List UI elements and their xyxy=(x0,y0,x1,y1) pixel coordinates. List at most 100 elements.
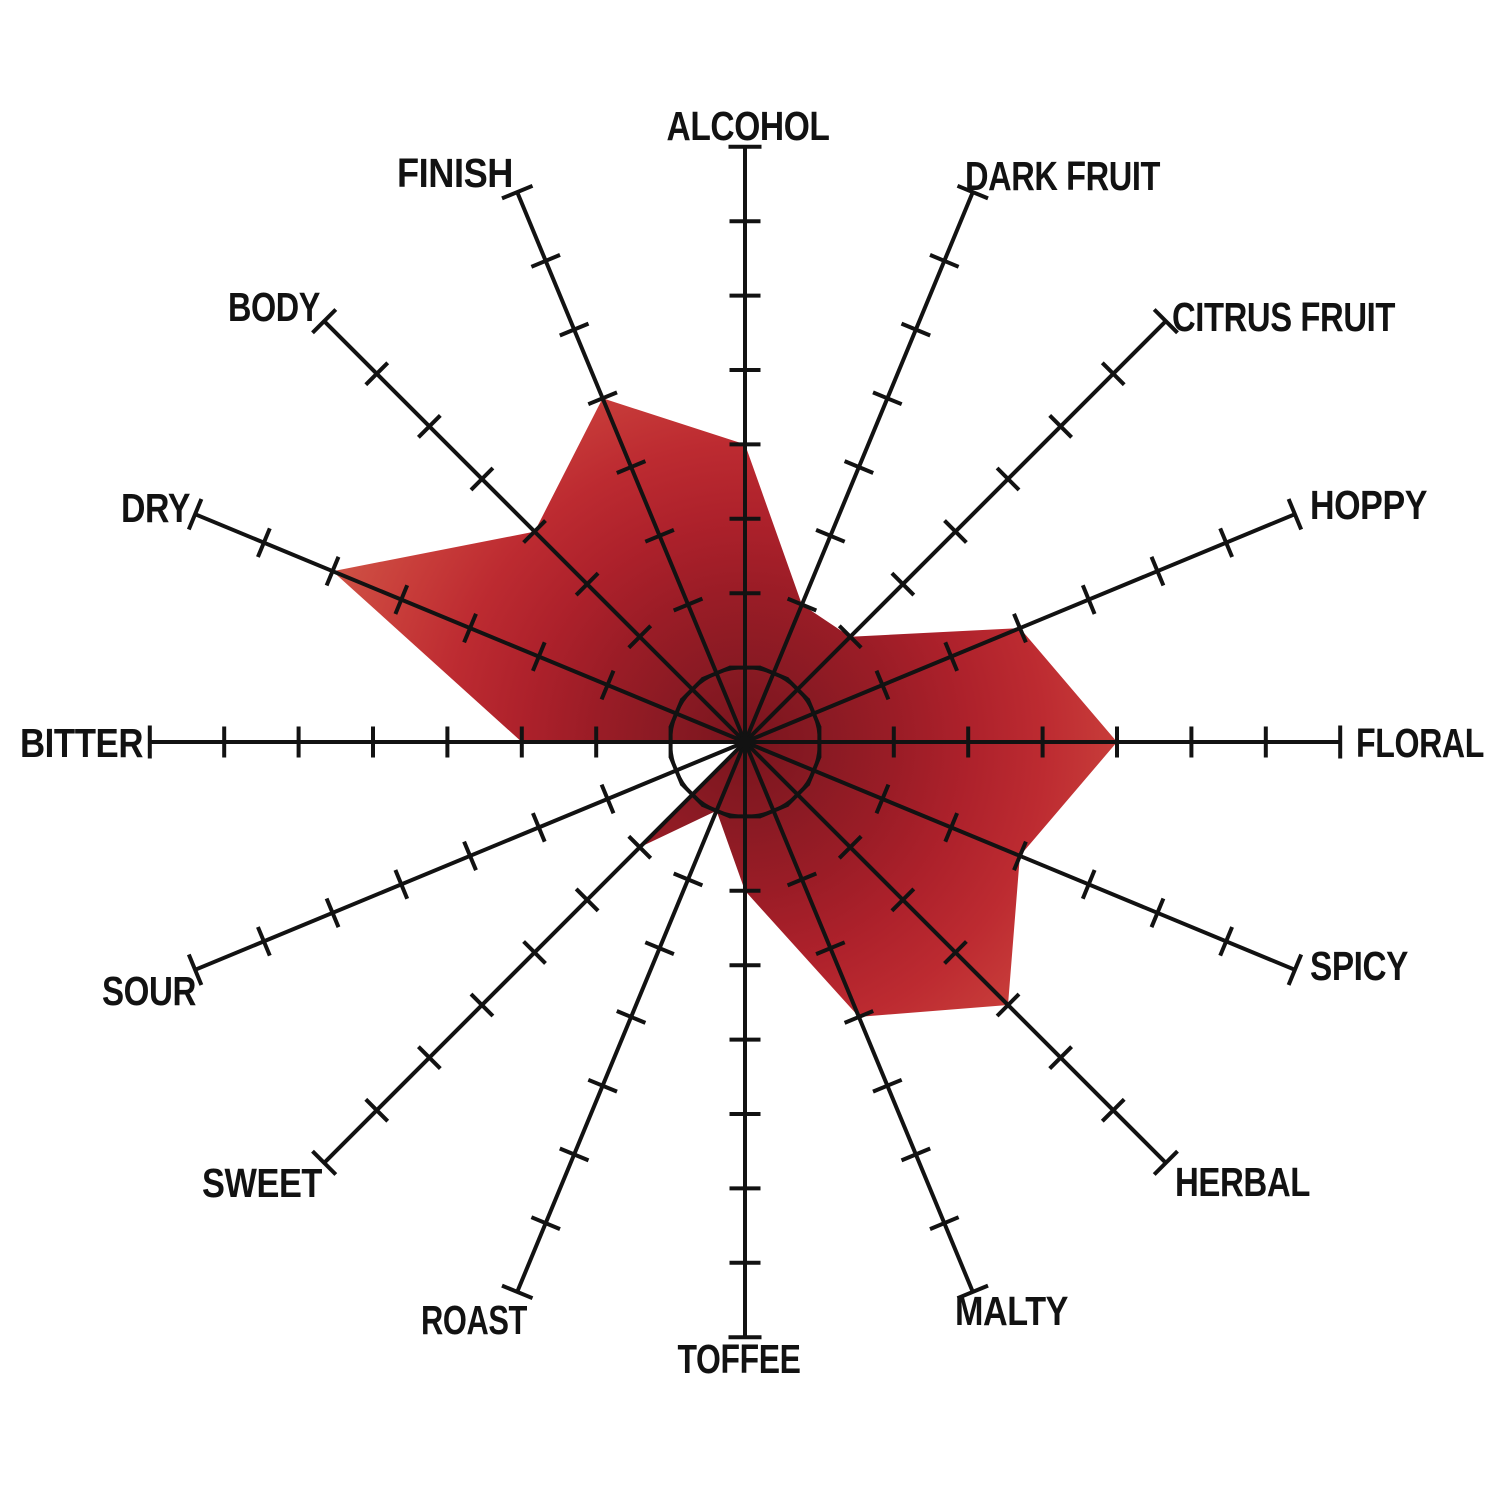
tick-citrus-fruit-4 xyxy=(943,519,968,544)
tick-herbal-8 xyxy=(1152,1149,1179,1176)
tick-dry-5 xyxy=(393,584,410,615)
tick-sour-4 xyxy=(462,840,478,871)
axis-label-herbal: HERBAL xyxy=(1175,1159,1310,1205)
tick-dark-fruit-4 xyxy=(843,459,874,475)
tick-hoppy-3 xyxy=(943,641,959,672)
tick-spicy-4 xyxy=(1012,840,1028,871)
tick-dry-6 xyxy=(324,556,341,587)
tick-hoppy-8 xyxy=(1286,498,1304,531)
axis-labels-layer: ALCOHOL DARK FRUIT CITRUS FRUIT HOPPY FLORAL… xyxy=(20,103,1485,1382)
tick-herbal-2 xyxy=(837,834,863,860)
tick-malty-3 xyxy=(815,940,846,956)
tick-herbal-4 xyxy=(943,940,968,965)
axis-label-dark-fruit: DARK FRUIT xyxy=(965,153,1160,199)
tick-dry-8 xyxy=(186,498,204,531)
axis-label-floral: FLORAL xyxy=(1356,720,1484,766)
tick-dark-fruit-8 xyxy=(956,183,989,201)
tick-body-3 xyxy=(574,571,600,597)
axis-grid-layer xyxy=(147,144,1343,1340)
axis-label-dry: DRY xyxy=(121,485,190,531)
tick-citrus-fruit-5 xyxy=(995,466,1021,492)
tick-sour-6 xyxy=(324,897,341,928)
tick-body-8 xyxy=(311,308,338,335)
tick-malty-6 xyxy=(900,1146,931,1163)
tick-dry-2 xyxy=(599,669,616,701)
tick-malty-7 xyxy=(929,1215,960,1231)
tick-citrus-fruit-6 xyxy=(1048,413,1074,439)
tick-sweet-8 xyxy=(311,1149,338,1176)
axis-label-hoppy: HOPPY xyxy=(1310,482,1427,528)
axis-label-sweet: SWEET xyxy=(202,1160,322,1206)
axis-label-sour: SOUR xyxy=(102,968,196,1014)
tick-hoppy-2 xyxy=(874,669,891,701)
tick-dark-fruit-6 xyxy=(900,321,931,338)
tick-sour-7 xyxy=(256,926,272,957)
tick-finish-7 xyxy=(530,253,561,269)
tick-herbal-6 xyxy=(1048,1045,1074,1071)
tick-sweet-2 xyxy=(627,834,653,860)
axis-label-body: BODY xyxy=(228,284,320,330)
tick-finish-4 xyxy=(616,459,647,475)
tick-body-7 xyxy=(364,361,390,387)
tick-citrus-fruit-8 xyxy=(1152,308,1179,335)
inner-reference-circle xyxy=(669,666,821,818)
tick-finish-8 xyxy=(501,183,534,201)
axis-roast xyxy=(501,741,747,1301)
tick-citrus-fruit-2 xyxy=(837,624,863,650)
tick-finish-2 xyxy=(672,596,704,613)
tick-dry-4 xyxy=(462,613,478,644)
axis-dark-fruit xyxy=(743,183,989,743)
tick-spicy-7 xyxy=(1218,926,1234,957)
tick-body-2 xyxy=(627,624,653,650)
tick-hoppy-6 xyxy=(1149,556,1166,587)
tick-sour-3 xyxy=(531,812,547,843)
tick-finish-6 xyxy=(559,321,590,338)
tick-finish-5 xyxy=(587,390,618,407)
tick-spicy-5 xyxy=(1080,869,1097,900)
axis-label-alcohol: ALCOHOL xyxy=(667,103,830,149)
tick-sour-2 xyxy=(599,783,616,815)
tick-roast-4 xyxy=(616,1009,647,1025)
tick-dark-fruit-2 xyxy=(786,596,818,613)
axis-label-bitter: BITTER xyxy=(20,720,143,766)
axis-label-spicy: SPICY xyxy=(1310,943,1408,989)
tick-sweet-5 xyxy=(469,992,495,1018)
tick-roast-7 xyxy=(530,1215,561,1231)
tick-malty-4 xyxy=(843,1009,874,1025)
tick-body-5 xyxy=(469,466,495,492)
tick-dark-fruit-5 xyxy=(872,390,903,407)
tick-hoppy-7 xyxy=(1218,527,1234,558)
flavor-polygon-layer xyxy=(332,398,1118,1017)
tick-hoppy-5 xyxy=(1080,584,1097,615)
tick-sweet-6 xyxy=(416,1045,442,1071)
tick-malty-2 xyxy=(786,871,818,888)
tick-spicy-8 xyxy=(1286,953,1304,986)
tick-dark-fruit-3 xyxy=(815,528,846,544)
tick-malty-5 xyxy=(872,1077,903,1094)
tick-sweet-7 xyxy=(364,1097,390,1123)
axis-label-finish: FINISH xyxy=(397,150,513,196)
axis-label-toffee: TOFFEE xyxy=(678,1336,801,1382)
tick-roast-5 xyxy=(587,1077,618,1094)
tick-herbal-3 xyxy=(890,887,916,913)
tick-sweet-3 xyxy=(574,887,600,913)
tick-roast-6 xyxy=(559,1146,590,1163)
tick-herbal-5 xyxy=(995,992,1021,1018)
tick-dry-7 xyxy=(256,527,272,558)
tick-sour-8 xyxy=(186,953,204,986)
tick-body-4 xyxy=(522,519,547,544)
tick-spicy-3 xyxy=(943,812,959,843)
tick-dry-3 xyxy=(531,641,547,672)
tick-herbal-7 xyxy=(1100,1097,1126,1123)
tick-hoppy-4 xyxy=(1012,613,1028,644)
tick-citrus-fruit-3 xyxy=(890,571,916,597)
center-dot xyxy=(739,736,751,748)
axis-label-malty: MALTY xyxy=(955,1288,1068,1334)
tick-sweet-4 xyxy=(522,940,547,965)
tick-dark-fruit-7 xyxy=(929,253,960,269)
tick-citrus-fruit-7 xyxy=(1100,361,1126,387)
tick-spicy-2 xyxy=(874,783,891,815)
tick-roast-8 xyxy=(501,1283,534,1301)
